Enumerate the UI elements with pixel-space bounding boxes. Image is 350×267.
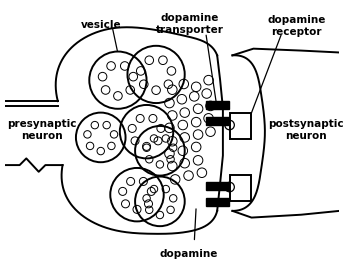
Bar bbox=[230, 175, 251, 201]
Bar bbox=[206, 198, 229, 206]
Text: vesicle: vesicle bbox=[80, 20, 121, 30]
Bar bbox=[206, 182, 229, 190]
Bar bbox=[206, 101, 229, 109]
Text: postsynaptic
neuron: postsynaptic neuron bbox=[268, 119, 344, 141]
Text: dopamine: dopamine bbox=[159, 249, 218, 259]
Text: presynaptic
neuron: presynaptic neuron bbox=[7, 119, 76, 141]
Bar bbox=[206, 117, 229, 125]
Text: dopamine
receptor: dopamine receptor bbox=[267, 15, 326, 37]
Text: dopamine
transporter: dopamine transporter bbox=[155, 13, 223, 35]
Bar bbox=[230, 113, 251, 139]
